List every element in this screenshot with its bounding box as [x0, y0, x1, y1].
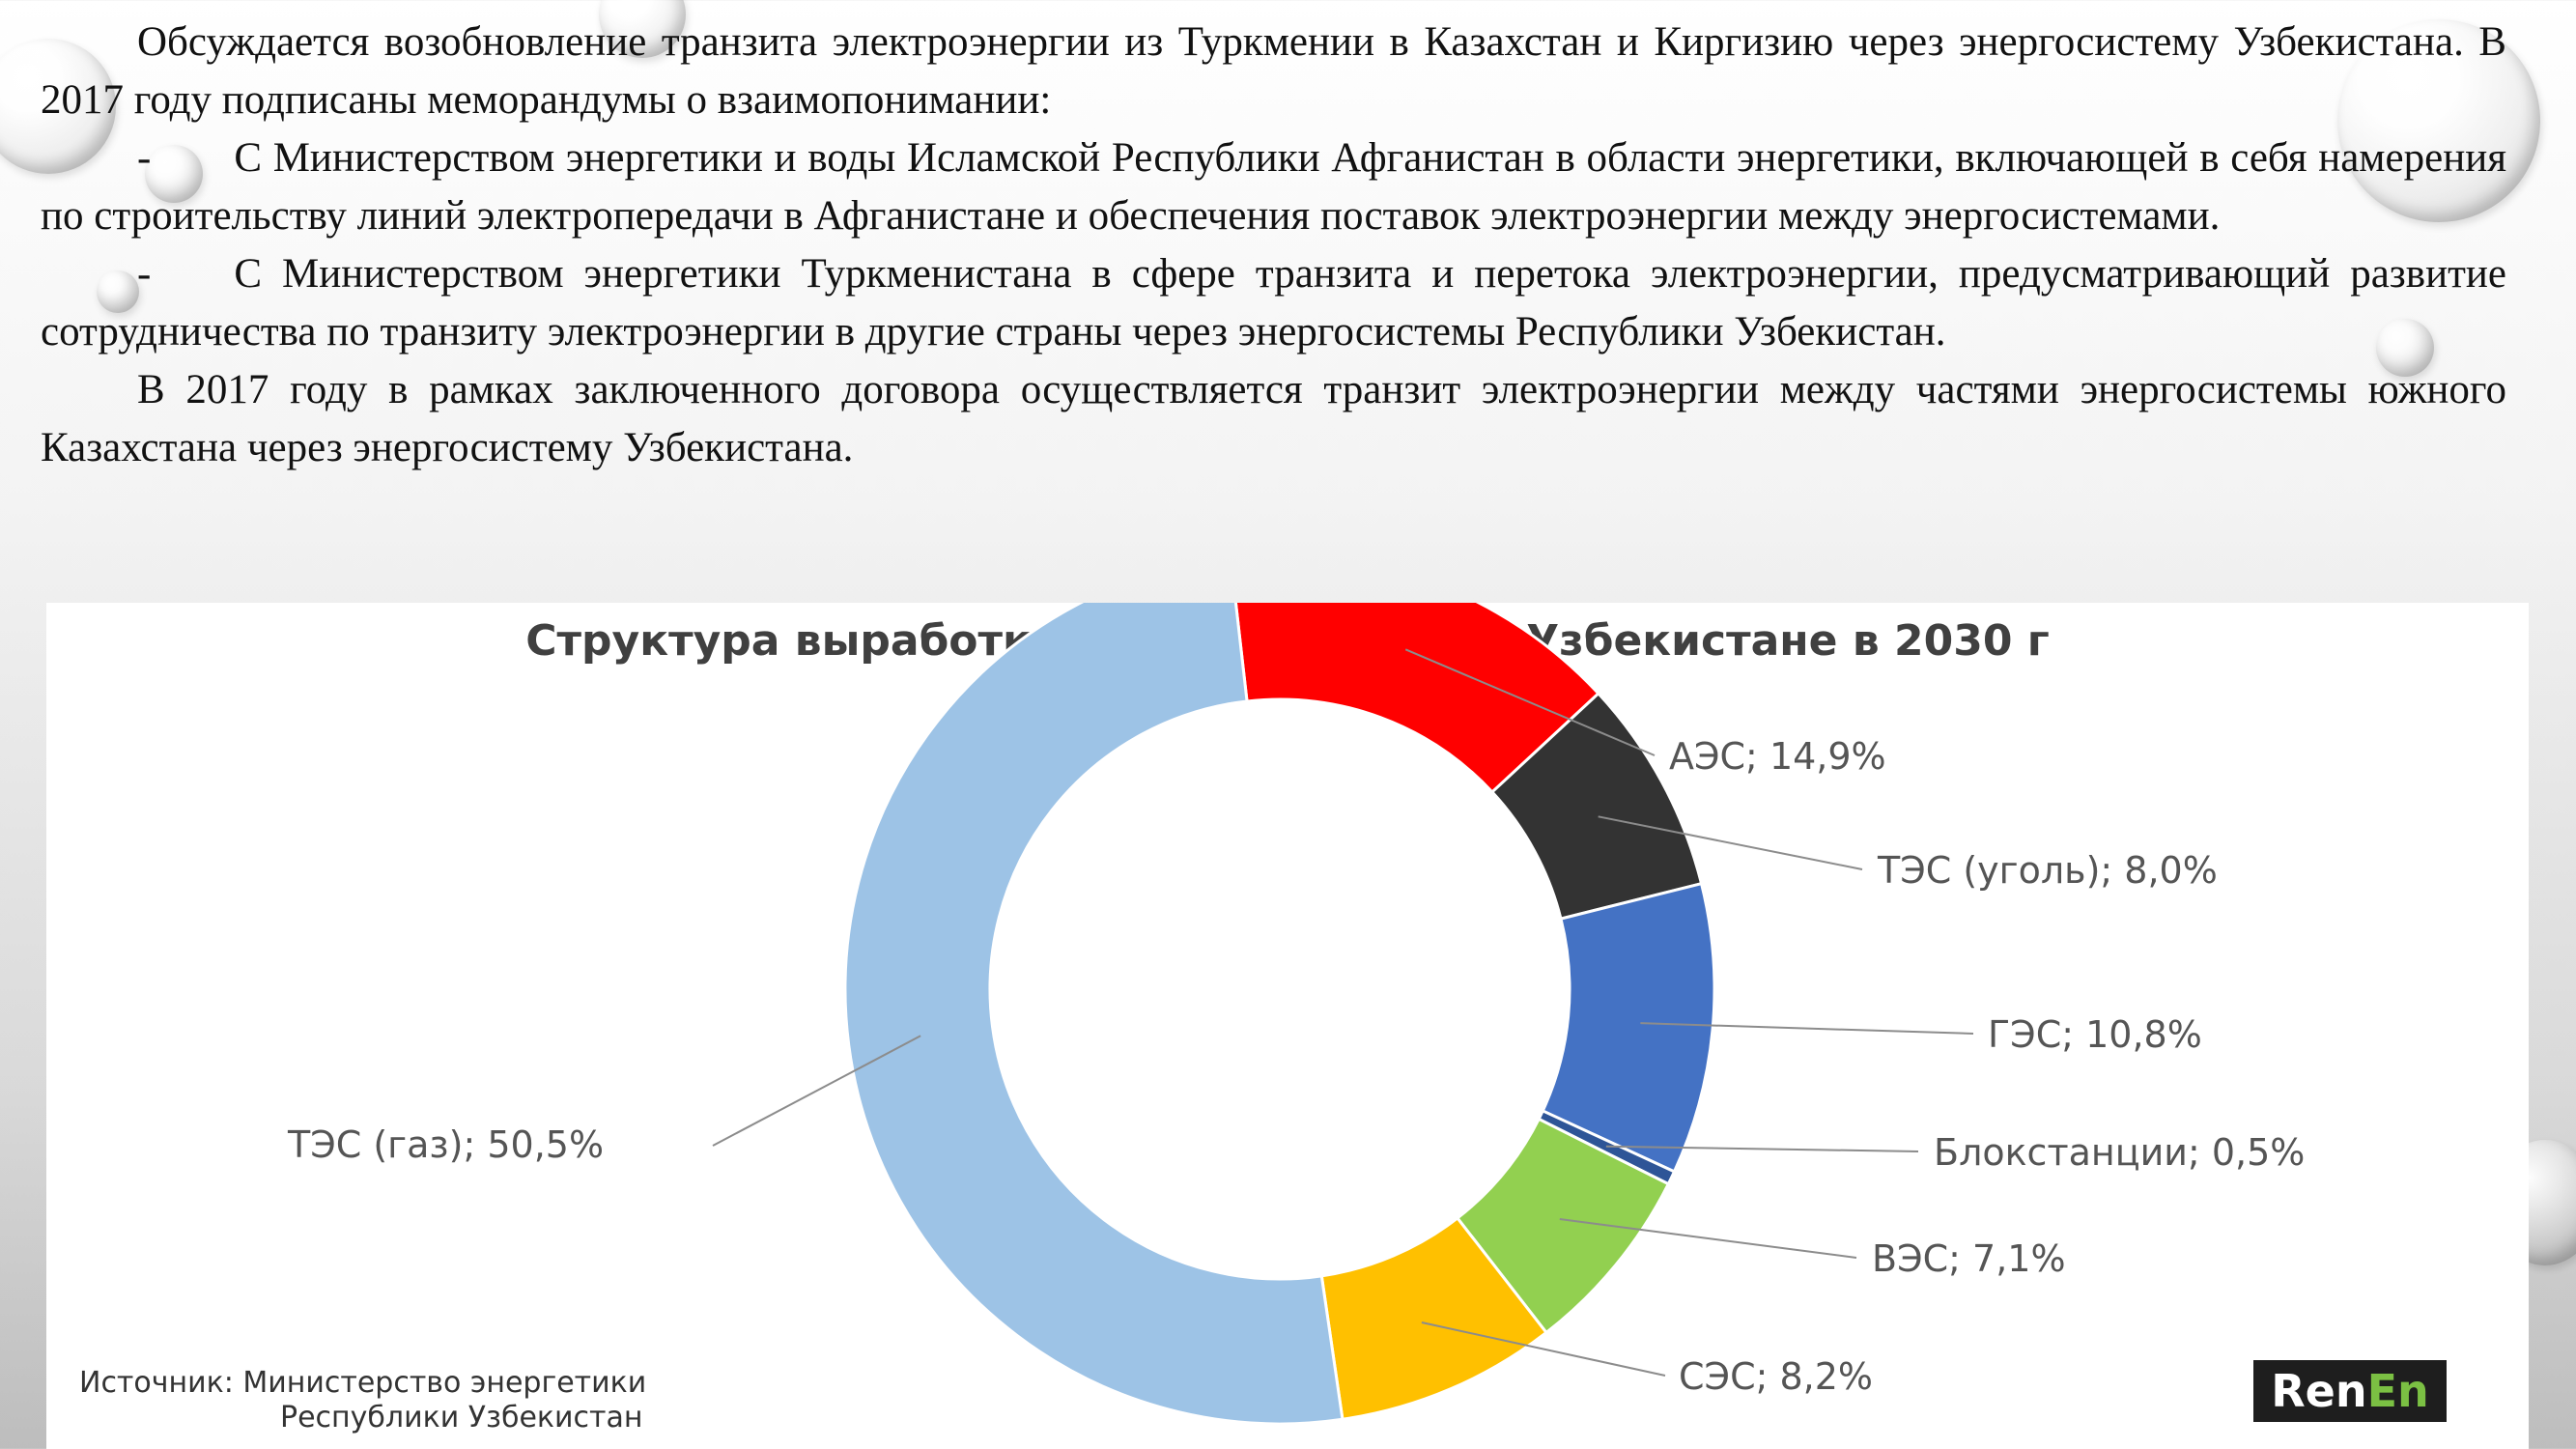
leader-line-3	[1605, 1145, 1919, 1152]
paragraph-memo-turkmenistan: - С Министерством энергетики Туркмениста…	[41, 251, 2506, 355]
renen-logo: RenEn	[2253, 1360, 2447, 1422]
source-line-1: Источник: Министерство энергетики	[79, 1366, 647, 1400]
logo-part-ren: Ren	[2271, 1365, 2367, 1417]
chart-panel: Структура выработки электроэнергии в Узб…	[46, 603, 2529, 1449]
logo-part-en: En	[2366, 1365, 2429, 1417]
paragraph-memo-afghanistan: - С Министерством энергетики и воды Исла…	[41, 135, 2506, 239]
water-drop-decoration	[0, 39, 116, 174]
data-label-0: АЭС; 14,9%	[1669, 735, 1886, 778]
leader-line-2	[1640, 1022, 1974, 1035]
slide-body-text: Обсуждается возобновление транзита элект…	[41, 14, 2506, 477]
data-label-1: ТЭС (уголь); 8,0%	[1877, 849, 2218, 892]
leader-line-6	[712, 1035, 921, 1147]
data-label-4: ВЭС; 7,1%	[1872, 1237, 2066, 1280]
water-drop-decoration	[2337, 19, 2540, 222]
source-note: Источник: Министерство энергетики Респуб…	[79, 1366, 646, 1435]
data-label-5: СЭС; 8,2%	[1679, 1355, 1873, 1398]
water-drop-decoration	[2376, 319, 2434, 377]
data-label-6: ТЭС (газ); 50,5%	[287, 1123, 604, 1166]
paragraph-transit-kazakhstan: В 2017 году в рамках заключенного догово…	[41, 367, 2506, 470]
data-label-3: Блокстанции; 0,5%	[1934, 1131, 2305, 1174]
data-label-2: ГЭС; 10,8%	[1988, 1013, 2202, 1056]
leader-line-0	[1404, 648, 1656, 756]
source-line-2: Республики Узбекистан	[280, 1401, 643, 1435]
leader-line-5	[1421, 1321, 1666, 1377]
leader-line-4	[1559, 1218, 1857, 1259]
donut-slice-6	[843, 603, 1345, 1426]
paragraph-intro: Обсуждается возобновление транзита элект…	[41, 19, 2506, 123]
water-drop-decoration	[97, 270, 139, 313]
water-drop-decoration	[145, 145, 203, 203]
donut-chart: АЭС; 14,9% ТЭС (уголь); 8,0% ГЭС; 10,8% Бло…	[287, 603, 2305, 1426]
leader-line-1	[1598, 815, 1863, 870]
